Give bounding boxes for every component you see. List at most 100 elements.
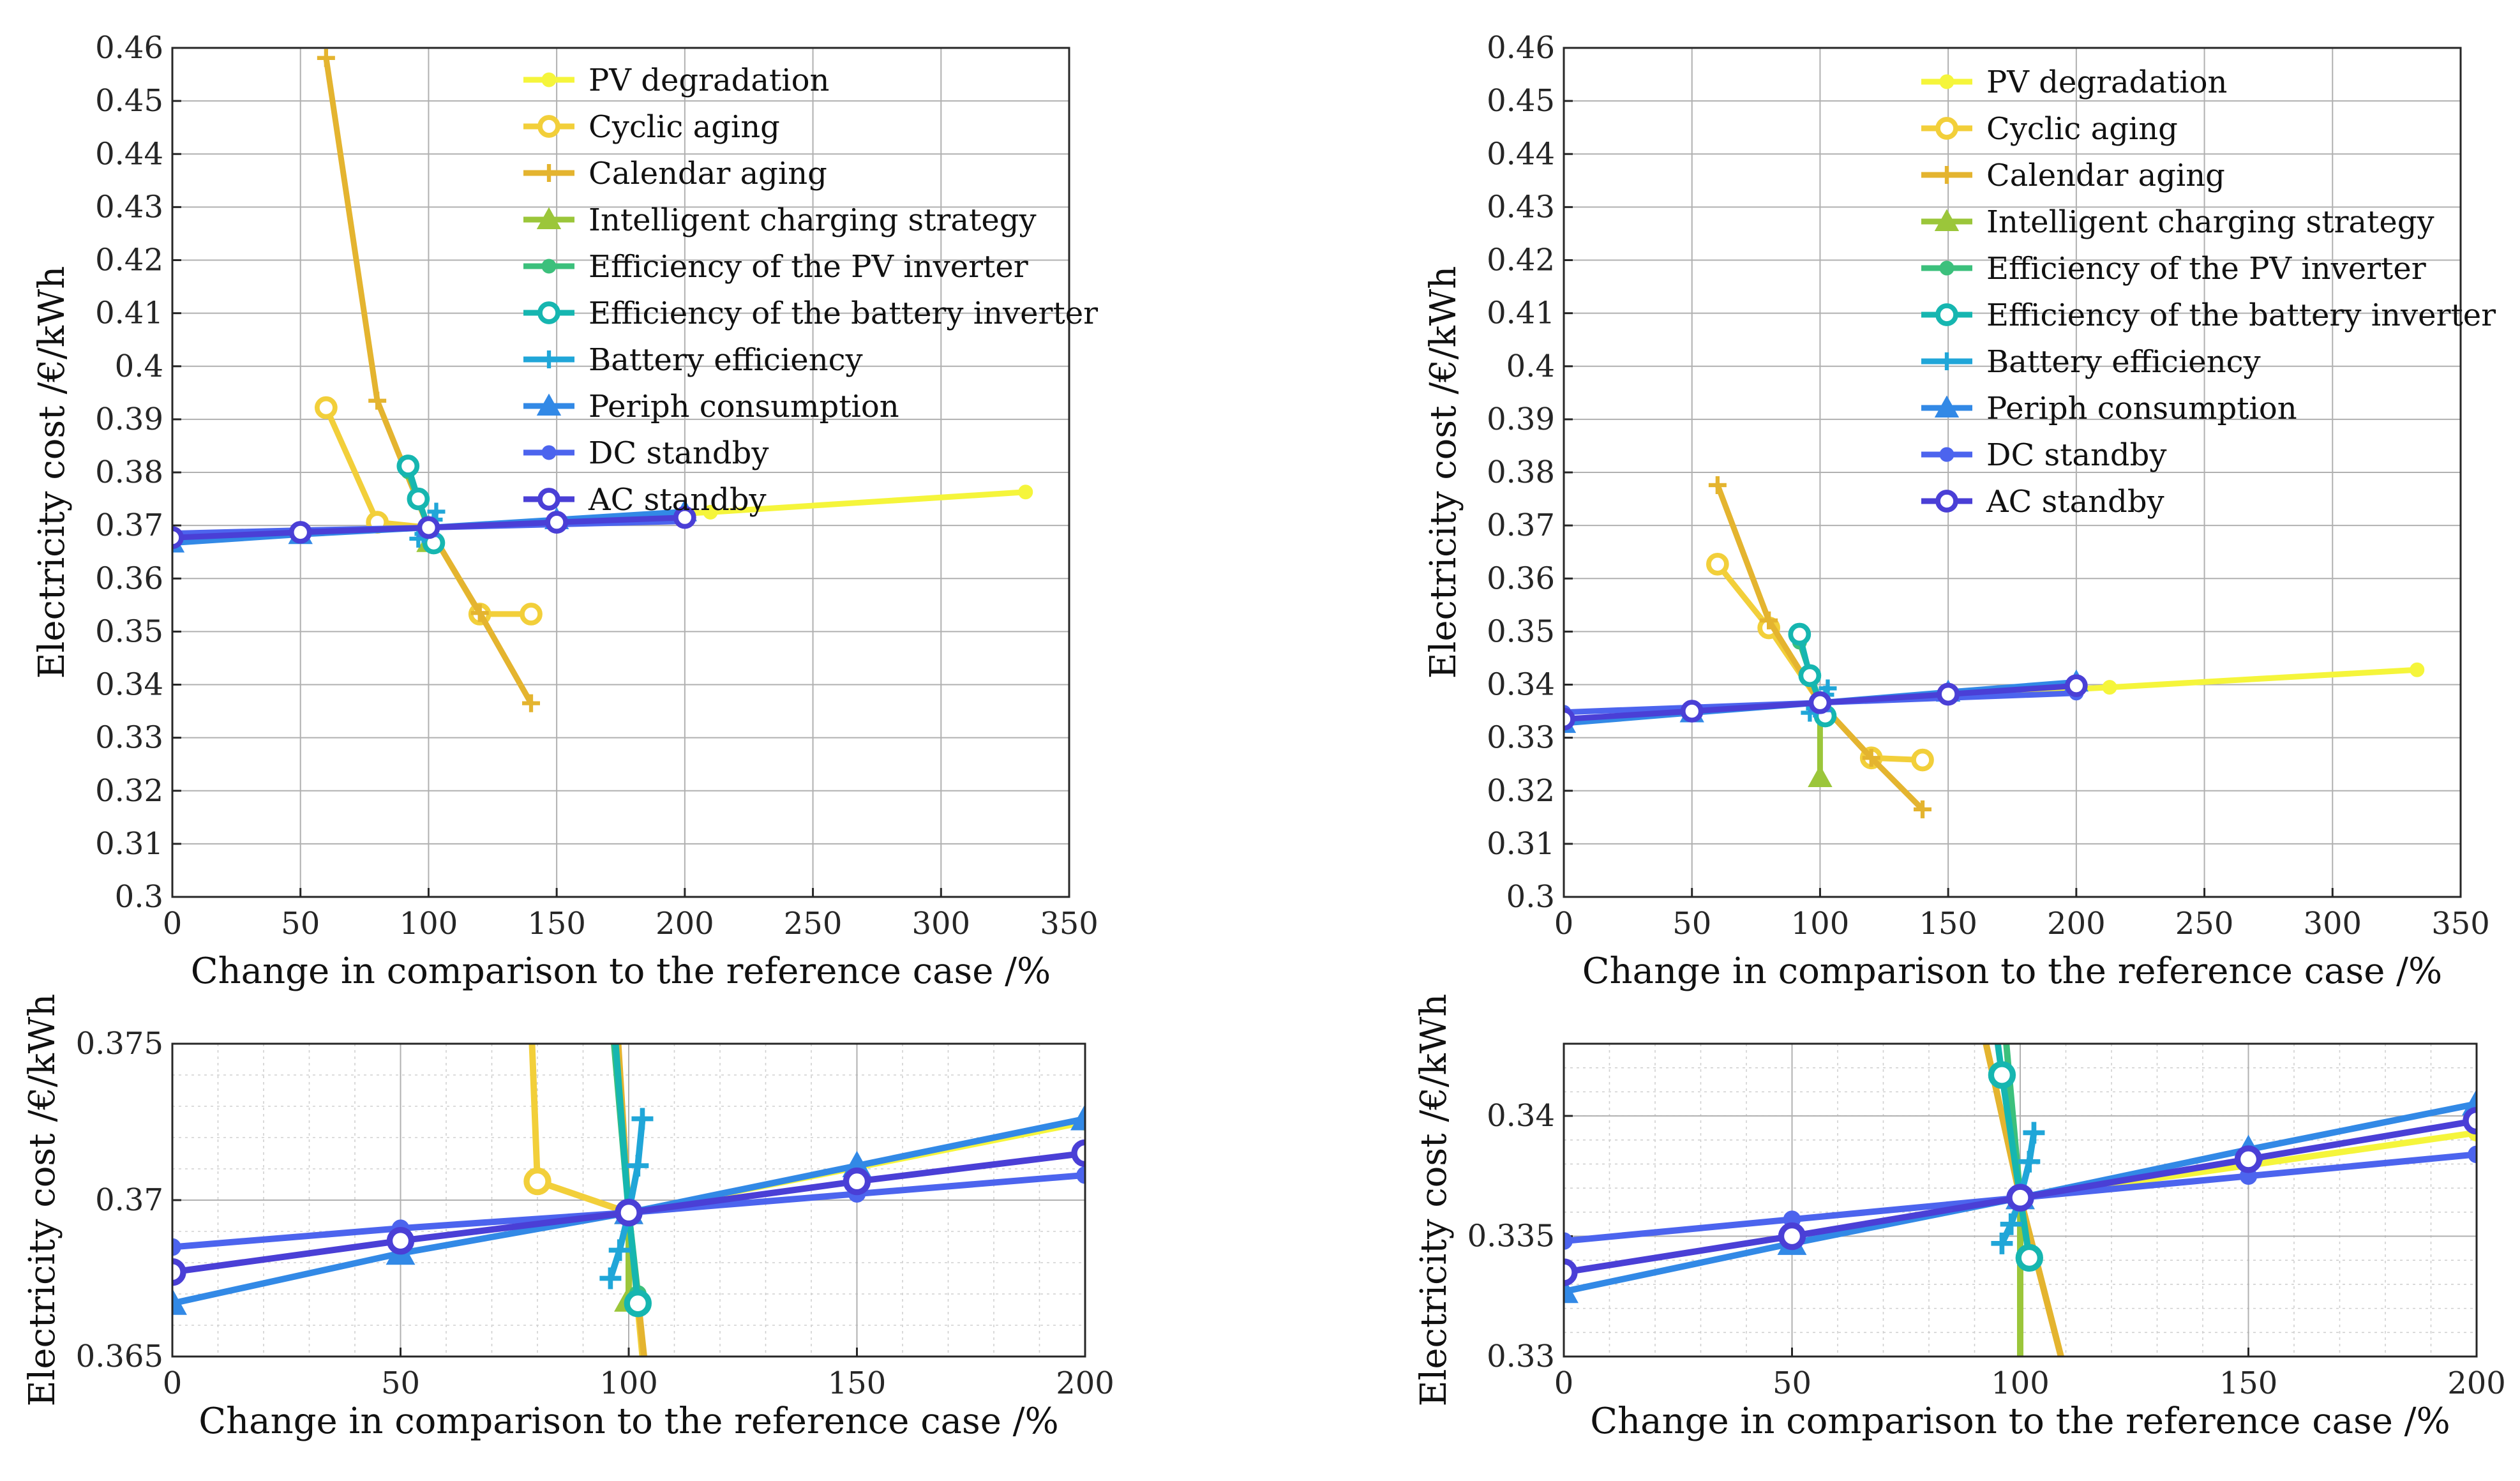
y-tick-label: 0.46 (1487, 30, 1555, 66)
data-point-ac-standby (2234, 1145, 2263, 1173)
x-tick-label: 300 (911, 906, 970, 942)
data-point-battery-efficiency (608, 1239, 631, 1261)
x-tick-label: 0 (163, 1365, 183, 1401)
data-point-ac-standby (386, 1227, 415, 1255)
legend: PV degradation Cyclic aging Calendar aging… (1921, 64, 2496, 520)
data-point-ac-standby (289, 521, 312, 544)
x-tick-label: 100 (1791, 906, 1850, 942)
x-tick-label: 100 (400, 906, 458, 942)
right-zoom-chart: 0 50 100 150 200 0.33 0.335 0.34 Change in compa… (1413, 994, 2506, 1442)
x-tick-label: 150 (527, 906, 586, 942)
legend-label: Efficiency of the battery inverter (589, 296, 1098, 331)
y-tick-label: 0.37 (95, 1182, 163, 1218)
y-tick-label: 0.335 (1467, 1219, 1555, 1254)
x-tick-label: 100 (1991, 1365, 2050, 1401)
data-point-ac-standby (172, 526, 184, 550)
data-point-efficiency-of-the-battery-inverter (595, 908, 617, 929)
data-point-battery-efficiency (631, 1108, 654, 1130)
x-tick-label: 200 (1056, 1365, 1114, 1401)
x-tick-label: 50 (381, 1365, 420, 1401)
y-tick-label: 0.44 (1487, 136, 1555, 172)
data-point-battery-efficiency (427, 502, 446, 521)
data-point-battery-efficiency (599, 1267, 622, 1289)
data-point-efficiency-of-the-battery-inverter (624, 1289, 652, 1318)
data-point-dc-standby (1564, 1232, 1573, 1250)
left-main-chart: 0 50 100 150 200 250 300 350 0.3 0.31 0.32 0.33 0.34… (31, 30, 1099, 992)
data-point-battery-efficiency (627, 1155, 649, 1177)
legend-marker-battery-efficiency (1938, 352, 1956, 370)
legend-marker-calendar-aging (540, 164, 558, 182)
data-point-ac-standby (1937, 682, 1960, 706)
x-tick-label: 150 (1919, 906, 1977, 942)
x-tick-label: 250 (784, 906, 843, 942)
y-axis-title: Electricity cost /€/kWh (1423, 266, 1464, 679)
y-tick-label: 0.34 (1487, 1098, 1555, 1134)
data-point-efficiency-of-the-battery-inverter (2015, 1244, 2043, 1272)
legend-label: Intelligent charging strategy (589, 202, 1037, 238)
legend-marker-ac-standby (537, 488, 560, 511)
y-tick-label: 0.4 (1506, 349, 1555, 384)
legend-label: Efficiency of the PV inverter (589, 249, 1028, 285)
data-point-ac-standby (1071, 1139, 1085, 1168)
data-point-calendar-aging (368, 391, 387, 410)
series-group (1564, 476, 2425, 818)
y-tick-label: 0.36 (95, 560, 163, 596)
y-tick-label: 0.32 (1487, 773, 1555, 809)
data-point-ac-standby (2065, 674, 2088, 698)
x-tick-label: 350 (1040, 906, 1099, 942)
data-point-ac-standby (545, 511, 568, 534)
legend-marker-ac-standby (1935, 490, 1958, 513)
data-point-efficiency-of-the-battery-inverter (1788, 622, 1811, 646)
y-tick-label: 0.42 (1487, 243, 1555, 278)
y-tick-label: 0.33 (1487, 1339, 1555, 1374)
data-point-ac-standby (843, 1167, 871, 1196)
legend-label: Calendar aging (1986, 158, 2225, 193)
legend-label: Efficiency of the PV inverter (1986, 251, 2426, 287)
left-zoom-chart: 0 50 100 150 200 0.365 0.37 0.375 Change in comp… (22, 908, 1114, 1442)
legend-marker-efficiency-of-the-battery-inverter (1935, 303, 1958, 326)
data-point-ac-standby (1680, 700, 1704, 723)
legend-marker-pv-degradation (541, 72, 557, 87)
legend-label: Periph consumption (589, 389, 899, 425)
data-point-calendar-aging (1862, 749, 1880, 767)
x-axis-title: Change in comparison to the reference ca… (1590, 1401, 2450, 1442)
legend-label: Battery efficiency (589, 342, 863, 378)
y-tick-label: 0.34 (95, 667, 163, 703)
y-tick-label: 0.31 (1487, 826, 1555, 862)
axes-border (1563, 47, 2462, 898)
data-point-calendar-aging (470, 604, 489, 622)
legend-label: AC standby (588, 482, 767, 518)
y-tick-label: 0.38 (95, 455, 163, 490)
data-point-periph-consumption (1070, 1104, 1085, 1131)
x-tick-label: 200 (2047, 906, 2106, 942)
y-tick-label: 0.42 (95, 243, 163, 278)
data-point-periph-consumption (172, 1288, 187, 1315)
legend-marker-calendar-aging (1938, 166, 1956, 184)
data-point-cyclic-aging (315, 396, 338, 419)
legend-label: Efficiency of the battery inverter (1986, 297, 2496, 333)
y-tick-label: 0.39 (95, 402, 163, 437)
data-point-pv-degradation (2102, 680, 2117, 695)
y-tick-label: 0.41 (95, 296, 163, 331)
y-tick-label: 0.45 (1487, 83, 1555, 119)
x-tick-label: 0 (1554, 1365, 1574, 1401)
legend-marker-efficiency-of-the-pv-inverter (541, 259, 557, 274)
y-tick-label: 0.38 (1487, 455, 1555, 490)
data-point-dc-standby (172, 1238, 181, 1256)
data-point-cyclic-aging (1911, 748, 1934, 772)
data-point-battery-efficiency (2023, 1122, 2045, 1144)
y-tick-label: 0.43 (1487, 189, 1555, 225)
data-point-calendar-aging (599, 908, 621, 929)
y-tick-label: 0.31 (95, 826, 163, 862)
series-group (1564, 1044, 2477, 1357)
data-point-efficiency-of-the-battery-inverter (407, 487, 430, 511)
legend-marker-cyclic-aging (1935, 117, 1958, 140)
legend: PV degradation Cyclic aging Calendar aging… (523, 63, 1098, 518)
y-tick-label: 0.32 (95, 773, 163, 809)
axes-border (1563, 1042, 2478, 1358)
x-tick-label: 0 (1554, 906, 1574, 942)
legend-marker-dc-standby (1939, 447, 1954, 462)
x-axis-title: Change in comparison to the reference ca… (191, 951, 1051, 992)
x-tick-label: 300 (2303, 906, 2362, 942)
data-point-efficiency-of-the-battery-inverter (1798, 664, 1822, 688)
